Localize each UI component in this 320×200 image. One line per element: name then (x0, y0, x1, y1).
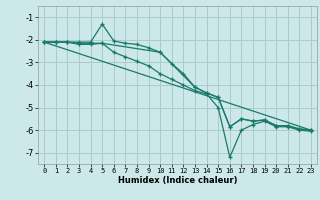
X-axis label: Humidex (Indice chaleur): Humidex (Indice chaleur) (118, 176, 237, 185)
